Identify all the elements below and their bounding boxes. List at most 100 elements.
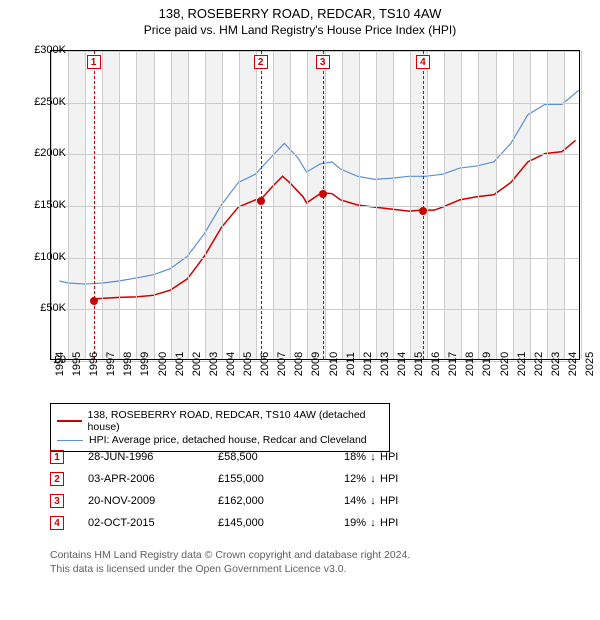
sales-price: £155,000 [218, 473, 328, 485]
x-tick-label: 2016 [430, 352, 442, 376]
sales-hpi-label: HPI [380, 473, 408, 485]
sales-price: £145,000 [218, 517, 328, 529]
y-tick-label: £100K [22, 251, 66, 263]
sale-marker-badge: 3 [316, 55, 330, 69]
x-gridline [478, 51, 479, 359]
x-gridline [325, 51, 326, 359]
x-gridline [68, 51, 69, 359]
x-tick-label: 2017 [447, 352, 459, 376]
sales-row: 203-APR-2006£155,00012%↓HPI [50, 468, 408, 490]
y-tick-label: £200K [22, 147, 66, 159]
sales-price: £162,000 [218, 495, 328, 507]
sale-marker-line [423, 51, 424, 359]
sales-price: £58,500 [218, 451, 328, 463]
x-tick-label: 2025 [584, 352, 596, 376]
x-gridline [171, 51, 172, 359]
page-title: 138, ROSEBERRY ROAD, REDCAR, TS10 4AW [0, 6, 600, 21]
sale-marker-badge: 4 [416, 55, 430, 69]
x-tick-label: 1997 [105, 352, 117, 376]
sale-marker-line [323, 51, 324, 359]
sales-pct: 19% [328, 517, 366, 529]
chart-lines [51, 51, 579, 359]
sales-pct: 18% [328, 451, 366, 463]
legend-swatch [57, 440, 83, 441]
y-tick-label: £300K [22, 44, 66, 56]
sales-hpi-label: HPI [380, 495, 408, 507]
x-gridline [427, 51, 428, 359]
x-tick-label: 2004 [225, 352, 237, 376]
x-tick-label: 2023 [550, 352, 562, 376]
x-tick-label: 2022 [533, 352, 545, 376]
sales-pct: 12% [328, 473, 366, 485]
sales-row: 128-JUN-1996£58,50018%↓HPI [50, 446, 408, 468]
x-gridline [359, 51, 360, 359]
y-tick-label: £50K [22, 302, 66, 314]
sale-marker-dot [257, 197, 265, 205]
x-tick-label: 2008 [293, 352, 305, 376]
legend-label: 138, ROSEBERRY ROAD, REDCAR, TS10 4AW (d… [88, 409, 383, 433]
x-gridline [136, 51, 137, 359]
x-gridline [530, 51, 531, 359]
x-gridline [85, 51, 86, 359]
x-gridline [290, 51, 291, 359]
x-tick-label: 2020 [499, 352, 511, 376]
x-tick-label: 2003 [208, 352, 220, 376]
sales-date: 20-NOV-2009 [88, 495, 218, 507]
sale-marker-badge: 2 [254, 55, 268, 69]
y-gridline [51, 258, 579, 259]
y-gridline [51, 206, 579, 207]
y-tick-label: £0 [22, 354, 66, 366]
x-tick-label: 2018 [464, 352, 476, 376]
sales-num-badge: 2 [50, 472, 64, 486]
sale-marker-dot [90, 297, 98, 305]
down-arrow-icon: ↓ [366, 517, 380, 529]
down-arrow-icon: ↓ [366, 451, 380, 463]
x-tick-label: 2009 [310, 352, 322, 376]
sale-marker-line [261, 51, 262, 359]
y-gridline [51, 51, 579, 52]
x-gridline [410, 51, 411, 359]
x-tick-label: 2024 [567, 352, 579, 376]
sales-num-badge: 3 [50, 494, 64, 508]
price-chart: 1234 [50, 50, 580, 360]
sales-pct: 14% [328, 495, 366, 507]
x-tick-label: 2001 [174, 352, 186, 376]
legend-row: HPI: Average price, detached house, Redc… [57, 434, 383, 446]
down-arrow-icon: ↓ [366, 495, 380, 507]
x-gridline [188, 51, 189, 359]
sales-table: 128-JUN-1996£58,50018%↓HPI203-APR-2006£1… [50, 446, 408, 534]
x-gridline [273, 51, 274, 359]
x-tick-label: 2019 [481, 352, 493, 376]
x-tick-label: 2005 [242, 352, 254, 376]
x-tick-label: 1996 [88, 352, 100, 376]
x-gridline [444, 51, 445, 359]
x-gridline [581, 51, 582, 359]
x-gridline [513, 51, 514, 359]
sales-hpi-label: HPI [380, 517, 408, 529]
sales-row: 3 20-NOV-2009£162,00014%↓HPI [50, 490, 408, 512]
sales-date: 28-JUN-1996 [88, 451, 218, 463]
sales-date: 02-OCT-2015 [88, 517, 218, 529]
x-tick-label: 1995 [71, 352, 83, 376]
sale-marker-dot [319, 190, 327, 198]
legend-box: 138, ROSEBERRY ROAD, REDCAR, TS10 4AW (d… [50, 403, 390, 452]
x-gridline [239, 51, 240, 359]
x-tick-label: 2014 [396, 352, 408, 376]
x-tick-label: 2002 [191, 352, 203, 376]
footer-line2: This data is licensed under the Open Gov… [50, 562, 410, 576]
x-gridline [102, 51, 103, 359]
x-tick-label: 2012 [362, 352, 374, 376]
y-gridline [51, 309, 579, 310]
x-tick-label: 1998 [122, 352, 134, 376]
x-gridline [119, 51, 120, 359]
page-subtitle: Price paid vs. HM Land Registry's House … [0, 23, 600, 37]
x-gridline [547, 51, 548, 359]
x-tick-label: 2021 [516, 352, 528, 376]
x-gridline [222, 51, 223, 359]
down-arrow-icon: ↓ [366, 473, 380, 485]
x-tick-label: 2011 [345, 352, 357, 376]
x-gridline [205, 51, 206, 359]
x-tick-label: 1999 [139, 352, 151, 376]
legend-swatch [57, 420, 82, 422]
x-tick-label: 2015 [413, 352, 425, 376]
